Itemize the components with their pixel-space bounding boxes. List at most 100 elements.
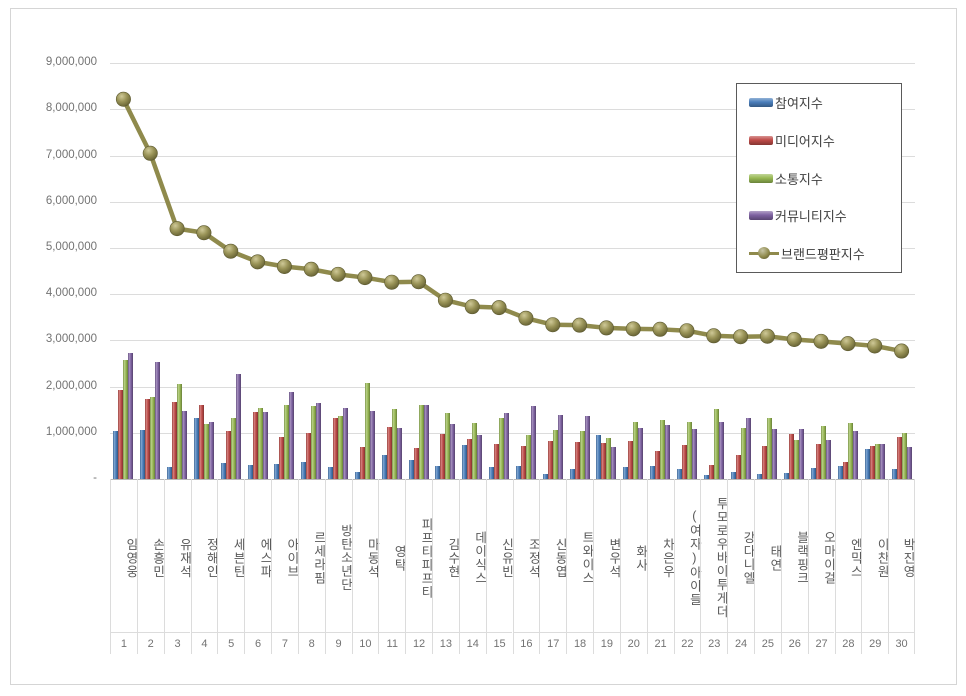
legend-label: 브랜드평판지수	[781, 246, 865, 262]
bar-미디어지수	[681, 445, 687, 479]
bar-미디어지수	[547, 440, 553, 479]
bar-미디어지수	[118, 390, 124, 479]
category-cell: 태연 25	[754, 479, 782, 654]
category-label: 데이식스	[472, 531, 487, 585]
bar-커뮤니티지수	[530, 406, 536, 479]
bar-참여지수	[462, 445, 468, 479]
legend: 참여지수 미디어지수 소통지수 커뮤니티지수 브랜드평판지수	[736, 83, 902, 273]
bar-커뮤니티지수	[665, 425, 671, 479]
bar-미디어지수	[359, 446, 365, 479]
bar-참여지수	[542, 473, 548, 479]
bar-참여지수	[328, 466, 334, 479]
bar-참여지수	[757, 473, 763, 479]
bar-참여지수	[301, 461, 307, 479]
bar-참여지수	[864, 449, 870, 479]
bar-커뮤니티지수	[450, 424, 456, 479]
rank-label: 18	[567, 632, 593, 654]
bar-커뮤니티지수	[128, 353, 134, 479]
bar-참여지수	[676, 469, 682, 479]
category-label: 신유빈	[499, 537, 514, 579]
bar-소통지수	[552, 430, 558, 479]
category-cell: 신유빈 15	[485, 479, 514, 654]
rank-label: 11	[379, 632, 406, 654]
bar-커뮤니티지수	[611, 446, 617, 479]
line-marker	[464, 299, 480, 315]
rank-label: 15	[486, 632, 513, 654]
bar-소통지수	[901, 432, 907, 479]
bar-커뮤니티지수	[906, 446, 912, 479]
bar-커뮤니티지수	[235, 373, 241, 479]
category-cell: 방탄소년단 9	[324, 479, 352, 654]
line-marker	[840, 336, 856, 352]
category-label: 르세라핌	[311, 531, 326, 585]
rank-label: 17	[540, 632, 567, 654]
bar-미디어지수	[762, 446, 768, 479]
category-cell: 정해인 4	[190, 479, 219, 654]
category-label: 유재석	[177, 537, 192, 579]
category-label: 강다니엘	[740, 531, 755, 585]
category-cell: 유재석 3	[163, 479, 192, 654]
rank-label: 4	[191, 632, 218, 654]
bar-커뮤니티지수	[289, 391, 295, 479]
bar-미디어지수	[333, 417, 339, 479]
bar-소통지수	[525, 434, 531, 479]
bar-미디어지수	[574, 442, 580, 479]
line-marker	[384, 274, 400, 290]
category-label: 태연	[767, 544, 782, 572]
rank-label: 5	[218, 632, 245, 654]
bar-소통지수	[364, 383, 370, 479]
category-label: 손흥민	[150, 537, 165, 579]
bar-참여지수	[274, 464, 280, 479]
bar-커뮤니티지수	[477, 435, 483, 479]
bar-커뮤니티지수	[879, 444, 885, 479]
bar-미디어지수	[520, 445, 526, 479]
category-label: 블랙핑크	[794, 531, 809, 585]
rank-label: 13	[433, 632, 459, 654]
bar-참여지수	[408, 460, 414, 479]
category-label: 신동엽	[553, 537, 568, 579]
rank-label: 23	[701, 632, 728, 654]
category-label: 세븐틴	[231, 537, 246, 579]
bar-미디어지수	[789, 433, 795, 479]
line-marker	[733, 329, 749, 345]
category-label: 차은우	[660, 537, 675, 579]
bar-커뮤니티지수	[182, 411, 188, 479]
bar-커뮤니티지수	[262, 412, 268, 479]
category-label: 피프티피프티	[418, 517, 433, 599]
line-marker	[330, 266, 346, 282]
legend-label: 미디어지수	[775, 133, 835, 149]
bar-미디어지수	[708, 464, 714, 479]
category-label: 정해인	[204, 537, 219, 579]
bar-소통지수	[767, 418, 773, 479]
bar-소통지수	[847, 422, 853, 479]
bar-커뮤니티지수	[155, 361, 161, 479]
bar-커뮤니티지수	[584, 416, 590, 479]
bar-소통지수	[821, 426, 827, 479]
bar-미디어지수	[198, 404, 204, 479]
category-cell: 마동석 10	[351, 479, 380, 654]
category-label: 마동석	[365, 537, 380, 579]
category-cell: 세븐틴 5	[217, 479, 246, 654]
rank-label: 7	[272, 632, 298, 654]
rank-label: 8	[298, 632, 325, 654]
category-cell: 오마이걸 27	[807, 479, 835, 654]
line-marker	[115, 91, 131, 107]
category-label: (여자)아이들	[687, 509, 702, 607]
bar-참여지수	[569, 469, 575, 479]
bar-미디어지수	[601, 442, 607, 479]
legend-item-community: 커뮤니티지수	[749, 197, 901, 235]
bar-참여지수	[435, 465, 441, 479]
bar-미디어지수	[172, 401, 178, 479]
bar-참여지수	[703, 475, 709, 479]
bar-참여지수	[247, 464, 253, 479]
rank-label: 21	[647, 632, 674, 654]
gridline	[110, 63, 915, 65]
y-axis-tick-label: 8,000,000	[45, 102, 97, 115]
bar-커뮤니티지수	[343, 407, 349, 479]
bar-미디어지수	[440, 433, 446, 479]
category-cell: 강다니엘 24	[727, 479, 755, 654]
legend-swatch-community-icon	[749, 211, 773, 221]
y-axis-tick-label: 5,000,000	[45, 241, 97, 253]
line-marker	[491, 300, 507, 316]
legend-label: 참여지수	[775, 96, 823, 112]
